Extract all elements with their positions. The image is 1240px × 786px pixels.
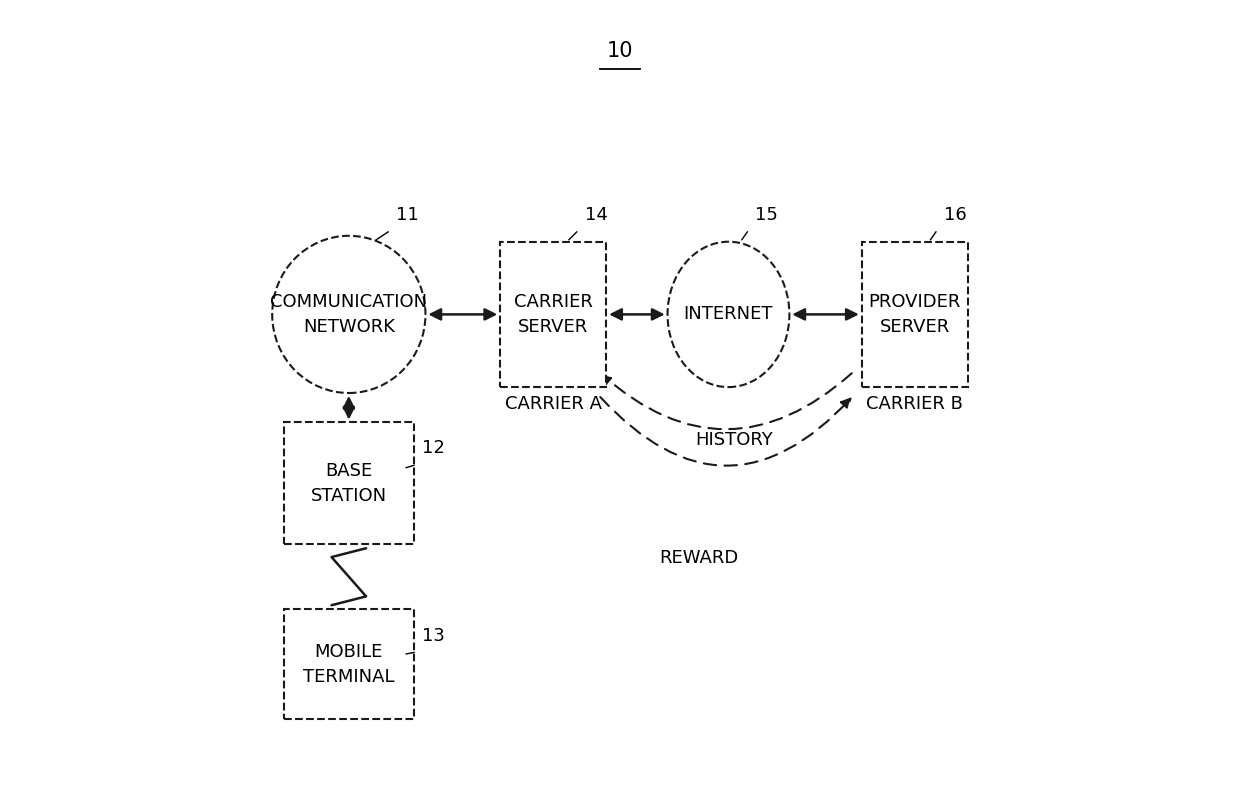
Text: BASE
STATION: BASE STATION [311,462,387,505]
Text: 15: 15 [755,206,777,224]
Ellipse shape [273,236,425,393]
Bar [500,242,606,387]
Bar [284,422,414,544]
Text: 10: 10 [606,41,634,61]
Ellipse shape [667,242,790,387]
Text: COMMUNICATION
NETWORK: COMMUNICATION NETWORK [270,293,428,336]
Text: CARRIER B: CARRIER B [867,395,963,413]
Bar [862,242,967,387]
Text: PROVIDER
SERVER: PROVIDER SERVER [868,293,961,336]
Text: CARRIER A: CARRIER A [505,395,601,413]
Text: 11: 11 [396,206,419,224]
Text: INTERNET: INTERNET [683,306,774,323]
Text: 12: 12 [422,439,445,457]
Text: CARRIER
SERVER: CARRIER SERVER [513,293,593,336]
Text: REWARD: REWARD [658,549,738,567]
Text: 13: 13 [422,626,445,645]
Text: HISTORY: HISTORY [696,432,773,449]
Text: 14: 14 [584,206,608,224]
FancyArrowPatch shape [603,373,852,429]
Bar [284,609,414,719]
FancyArrowPatch shape [600,397,851,465]
Text: MOBILE
TERMINAL: MOBILE TERMINAL [303,643,394,685]
Text: 16: 16 [944,206,967,224]
